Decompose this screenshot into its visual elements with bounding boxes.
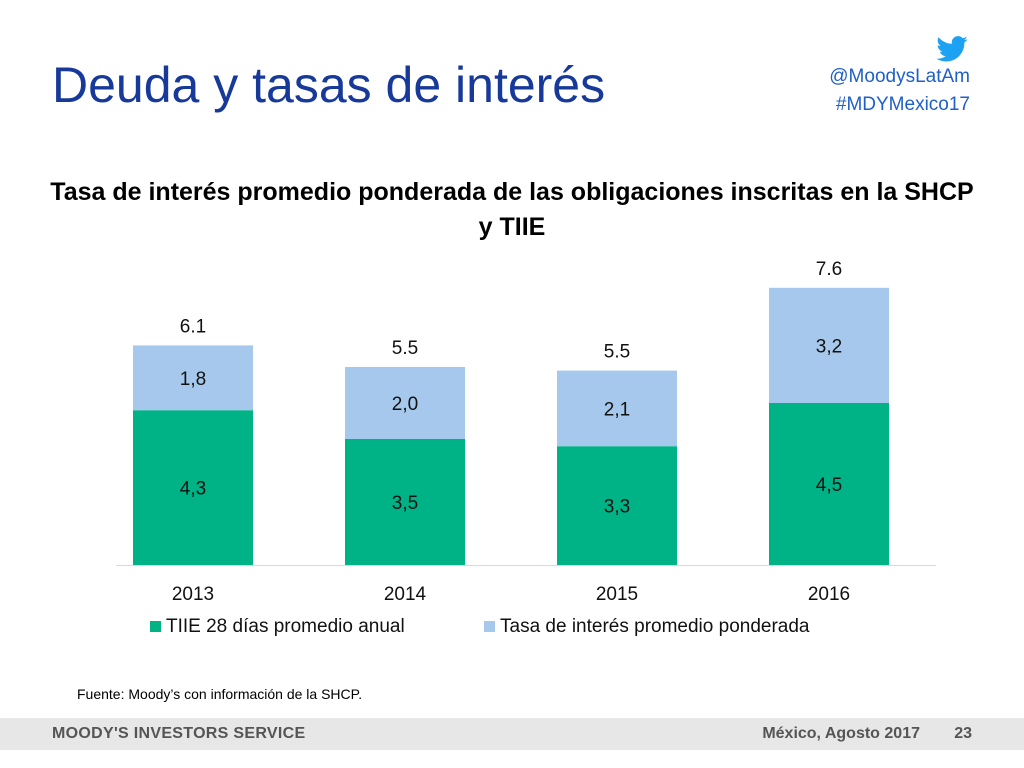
bar-tiie-2014 (345, 439, 465, 565)
footer-page-number: 23 (954, 725, 972, 742)
total-label-2013: 6.1 (180, 316, 206, 337)
data-label-tiie-2014: 3,5 (392, 493, 418, 514)
bar-tasa-ponderada-2014 (345, 367, 465, 439)
data-label-tasa-2013: 1,8 (180, 369, 206, 390)
data-label-tiie-2013: 4,3 (180, 479, 206, 500)
source-note: Fuente: Moody’s con información de la SH… (77, 686, 363, 702)
social-handle[interactable]: @MoodysLatAm (829, 66, 970, 87)
data-label-tasa-2014: 2,0 (392, 394, 418, 415)
data-label-tiie-2015: 3,3 (604, 497, 630, 518)
footer-brand: MOODY'S INVESTORS SERVICE (52, 725, 306, 742)
slide-title: Deuda y tasas de interés (52, 57, 606, 113)
bar-tiie-2013 (133, 410, 253, 565)
bar-tasa-ponderada-2015 (557, 370, 677, 447)
footer-bar: MOODY'S INVESTORS SERVICE México, Agosto… (0, 718, 1024, 750)
bar-tiie-2015 (557, 446, 677, 565)
x-tick-label-2013: 2013 (172, 584, 214, 605)
x-tick-label-2014: 2014 (384, 584, 427, 605)
data-label-tasa-2015: 2,1 (604, 399, 630, 420)
footer-place-date: México, Agosto 2017 (762, 725, 920, 742)
total-label-2015: 5.5 (604, 342, 630, 363)
legend-label-0: TIIE 28 días promedio anual (166, 616, 405, 637)
bar-tasa-ponderada-2016 (769, 287, 889, 403)
bar-tiie-2016 (769, 403, 889, 565)
total-label-2016: 7.6 (816, 259, 842, 280)
legend-label-1: Tasa de interés promedio ponderada (500, 616, 810, 637)
chart-title: Tasa de interés promedio ponderada de la… (50, 178, 974, 241)
data-label-tiie-2016: 4,5 (816, 475, 842, 496)
total-label-2014: 5.5 (392, 338, 418, 359)
social-hashtag[interactable]: #MDYMexico17 (835, 94, 970, 115)
x-tick-label-2016: 2016 (808, 584, 850, 605)
data-label-tasa-2016: 3,2 (816, 336, 842, 357)
bar-tasa-ponderada-2013 (133, 345, 253, 411)
twitter-bird-icon (936, 36, 968, 62)
legend-swatch-1 (484, 621, 495, 632)
x-tick-label-2015: 2015 (596, 584, 638, 605)
legend-swatch-0 (150, 621, 161, 632)
